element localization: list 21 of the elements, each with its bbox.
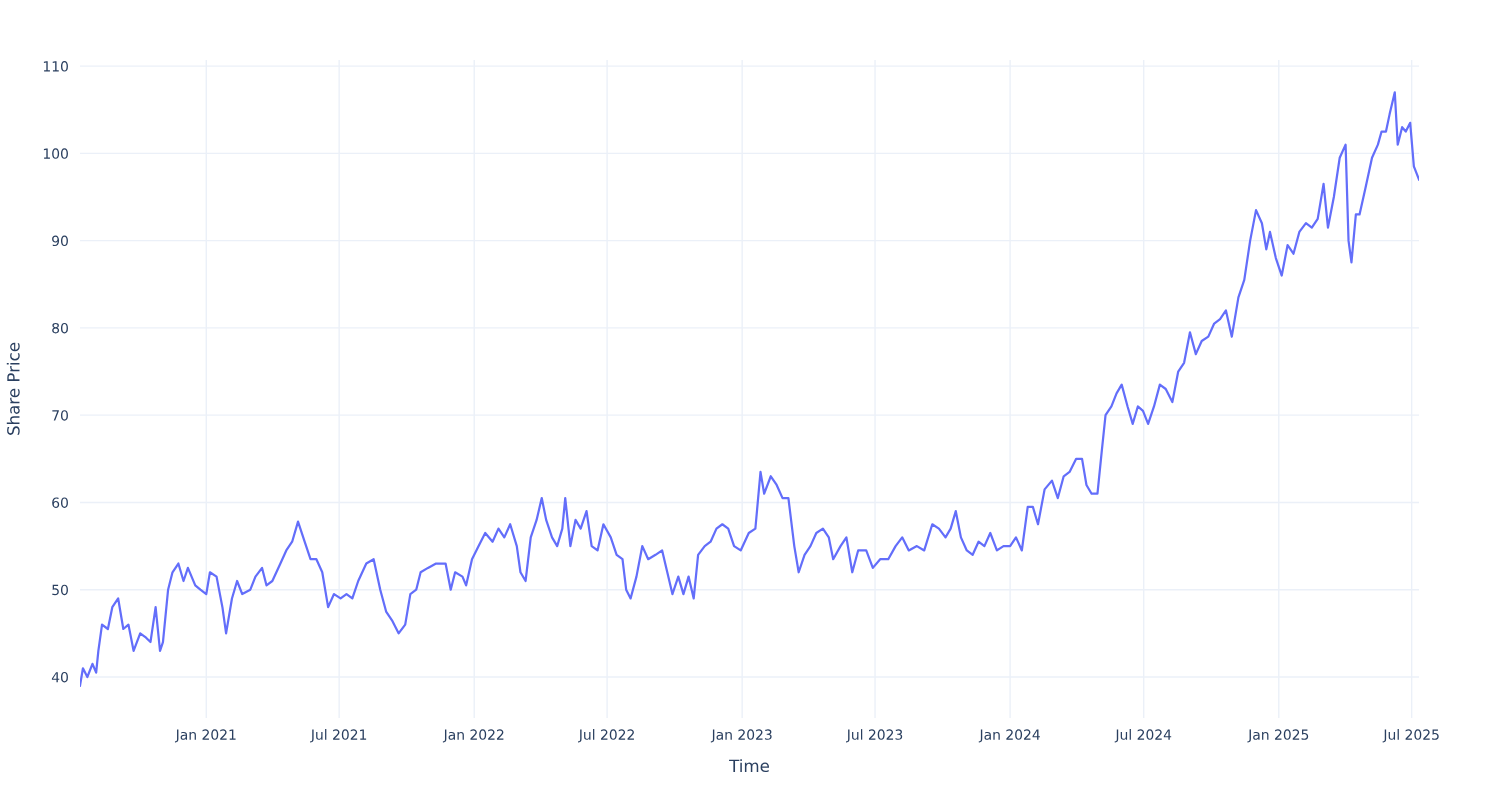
x-tick-label: Jul 2025 xyxy=(1382,729,1439,743)
y-tick-label: 40 xyxy=(51,671,68,683)
x-tick-label: Jul 2023 xyxy=(846,729,903,743)
x-axis-title: Time xyxy=(729,759,769,773)
y-tick-label: 80 xyxy=(52,322,68,334)
y-tick-label: 100 xyxy=(43,148,68,159)
x-tick-label: Jul 2024 xyxy=(1114,729,1172,743)
x-tick-label: Jan 2021 xyxy=(174,729,236,743)
x-tick-label: Jul 2022 xyxy=(578,729,634,743)
x-tick-label: Jan 2023 xyxy=(710,729,772,743)
y-tick-label: 50 xyxy=(52,584,68,596)
line-series xyxy=(80,91,1419,687)
y-axis-title: Share Price xyxy=(6,342,20,435)
x-tick-label: Jul 2021 xyxy=(310,729,367,743)
y-tick-label: 90 xyxy=(52,235,68,247)
x-tick-label: Jan 2024 xyxy=(978,729,1040,743)
y-tick-label: 70 xyxy=(52,410,68,421)
y-tick-label: 60 xyxy=(52,497,68,508)
x-tick-label: Jan 2025 xyxy=(1247,729,1309,743)
y-tick-label: 110 xyxy=(43,61,68,72)
x-tick-label: Jan 2022 xyxy=(442,729,504,743)
